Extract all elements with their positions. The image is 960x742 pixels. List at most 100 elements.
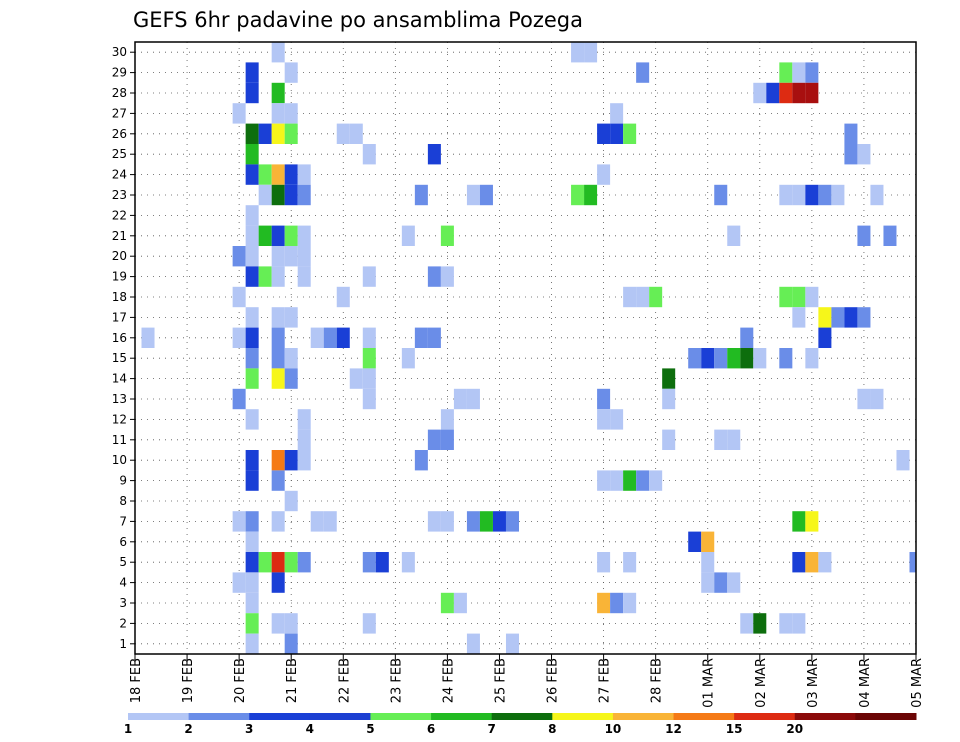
legend-label: 6 (427, 722, 435, 736)
heatmap-cell (232, 511, 246, 532)
heatmap-cell (271, 123, 285, 144)
heatmap-cell (492, 511, 506, 532)
heatmap-cell (818, 307, 832, 328)
heatmap-cell (440, 409, 454, 430)
heatmap-cell (896, 450, 910, 471)
heatmap-cell (427, 144, 441, 165)
legend-swatch (734, 713, 796, 720)
legend-label: 4 (306, 722, 314, 736)
heatmap-cell (623, 123, 637, 144)
heatmap-cell (818, 552, 832, 573)
y-tick-label: 15 (112, 351, 127, 365)
x-tick-label: 28 FEB (650, 658, 665, 703)
heatmap-cell (362, 552, 376, 573)
heatmap-cell (245, 266, 259, 287)
x-tick-label: 18 FEB (129, 658, 144, 703)
heatmap-cell (323, 511, 337, 532)
heatmap-cell (479, 511, 493, 532)
heatmap-cell (805, 511, 819, 532)
legend-label: 1 (124, 722, 132, 736)
y-tick-label: 10 (112, 453, 127, 467)
heatmap-cell (245, 592, 259, 614)
heatmap-cell (792, 62, 806, 83)
heatmap-cell (362, 613, 376, 634)
heatmap-cell (414, 184, 428, 206)
y-tick-label: 7 (119, 514, 127, 528)
heatmap-cell (401, 225, 415, 246)
y-tick-label: 28 (112, 86, 127, 100)
heatmap-cell (623, 286, 637, 308)
y-tick-label: 2 (119, 616, 127, 630)
heatmap-cell (258, 123, 272, 144)
heatmap-cell (297, 450, 311, 471)
heatmap-cell (453, 388, 467, 410)
heatmap-cell (297, 225, 311, 246)
heatmap-cell (362, 388, 376, 410)
heatmap-cell (414, 450, 428, 471)
heatmap-cell (245, 348, 259, 369)
heatmap-cell (779, 348, 793, 369)
heatmap-cell (440, 225, 454, 246)
legend-swatch (612, 713, 675, 720)
heatmap-cell (362, 266, 376, 287)
heatmap-cell (466, 388, 480, 410)
y-tick-label: 4 (119, 576, 127, 590)
heatmap-cell (336, 123, 350, 144)
y-tick-label: 13 (112, 392, 127, 406)
heatmap-cell (740, 613, 754, 634)
heatmap-cell (297, 266, 311, 287)
heatmap-cell (284, 307, 298, 328)
heatmap-cell (909, 552, 916, 573)
heatmap-cell (297, 246, 311, 267)
heatmap-cell (284, 184, 298, 206)
x-tick-label: 05 MAR (910, 658, 925, 708)
heatmap-cell (245, 82, 259, 104)
heatmap-cell (284, 246, 298, 267)
x-tick-label: 23 FEB (389, 658, 404, 703)
heatmap-cell (597, 470, 611, 491)
y-tick-label: 21 (112, 229, 127, 243)
heatmap-cell (714, 572, 728, 593)
heatmap-cell (245, 531, 259, 552)
heatmap-cell (284, 123, 298, 144)
heatmap-cell (753, 348, 767, 369)
heatmap-cell (271, 184, 285, 206)
y-tick-label: 12 (112, 412, 127, 426)
heatmap-cell (284, 62, 298, 83)
heatmap-cell (831, 307, 845, 328)
heatmap-cell (818, 184, 832, 206)
heatmap-cell (297, 429, 311, 450)
heatmap-cell (284, 613, 298, 634)
x-tick-label: 24 FEB (441, 658, 456, 703)
heatmap-cell (714, 348, 728, 369)
y-tick-label: 22 (112, 208, 127, 222)
heatmap-cell (245, 144, 259, 165)
heatmap-cell (284, 164, 298, 185)
heatmap-cell (375, 552, 389, 573)
heatmap-cell (662, 429, 676, 450)
heatmap-cell (401, 552, 415, 573)
y-tick-label: 27 (112, 106, 127, 120)
legend-swatch (128, 713, 190, 720)
heatmap-cell (584, 42, 598, 63)
heatmap-cell (883, 225, 897, 246)
heatmap-cell (818, 327, 832, 348)
y-tick-label: 11 (112, 433, 127, 447)
heatmap-cell (610, 592, 624, 614)
heatmap-cell (232, 327, 246, 348)
heatmap-cell (479, 184, 493, 206)
heatmap-cell (362, 327, 376, 348)
legend-label: 15 (726, 722, 743, 736)
x-tick-label: 22 FEB (337, 658, 352, 703)
heatmap-cell (701, 348, 715, 369)
heatmap-cell (597, 592, 611, 614)
heatmap-cell (271, 552, 285, 573)
heatmap-cell (323, 327, 337, 348)
heatmap-cell (844, 144, 858, 165)
chart-title: GEFS 6hr padavine po ansamblima Pozega (133, 8, 583, 32)
heatmap-cell (805, 552, 819, 573)
heatmap-cell (336, 286, 350, 308)
heatmap-cell (362, 368, 376, 389)
legend-swatch (552, 713, 614, 720)
